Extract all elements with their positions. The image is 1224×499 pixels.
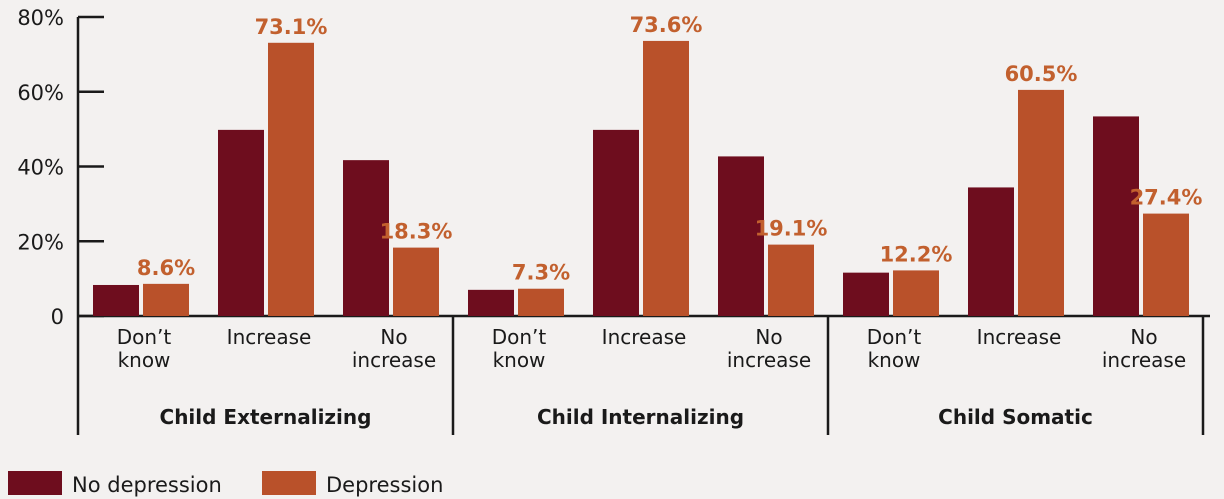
bar-depression — [893, 270, 939, 316]
bar-no-depression — [343, 160, 389, 316]
category-label: No — [380, 325, 407, 349]
category-label: Don’t — [492, 325, 547, 349]
category-label: Increase — [227, 325, 312, 349]
bar-depression — [768, 244, 814, 316]
bar-depression — [643, 40, 689, 317]
bar-depression — [268, 42, 314, 316]
bar-no-depression — [93, 284, 139, 316]
bar-no-depression — [843, 272, 889, 316]
category-label: Don’t — [117, 325, 172, 349]
category-label: know — [868, 348, 921, 372]
category-label: know — [118, 348, 171, 372]
legend-swatch — [262, 471, 316, 495]
category-label: No — [1130, 325, 1157, 349]
data-label: 19.1% — [755, 217, 828, 241]
legend-swatch — [8, 471, 62, 495]
data-label: 8.6% — [137, 256, 195, 280]
legend: No depression Depression — [8, 471, 443, 497]
bar-depression — [518, 288, 564, 316]
bar-no-depression — [468, 289, 514, 316]
bar-no-depression — [1093, 116, 1139, 316]
category-label: Increase — [602, 325, 687, 349]
bar-no-depression — [593, 129, 639, 316]
bar-no-depression — [968, 187, 1014, 316]
category-label: increase — [1102, 348, 1186, 372]
data-label: 27.4% — [1130, 186, 1203, 210]
category-label: Don’t — [867, 325, 922, 349]
data-labels: 8.6% 73.1% 18.3% 7.3% 73.6% 19.1% 12.2% 60.5% 27… — [137, 13, 1203, 285]
bar-depression — [393, 247, 439, 316]
group-label: Child Externalizing — [160, 405, 372, 429]
bar-depression — [1018, 89, 1064, 316]
data-label: 18.3% — [380, 220, 453, 244]
y-tick-label: 80% — [17, 6, 64, 30]
data-label: 73.6% — [630, 13, 703, 37]
data-label: 7.3% — [512, 261, 570, 285]
data-label: 73.1% — [255, 15, 328, 39]
bar-depression — [1143, 213, 1189, 316]
y-tick-label: 40% — [17, 156, 64, 180]
bars — [93, 40, 1189, 317]
y-tick-label: 60% — [17, 81, 64, 105]
data-label: 12.2% — [880, 242, 953, 266]
group-label: Child Internalizing — [537, 405, 744, 429]
category-label: increase — [352, 348, 436, 372]
data-label: 60.5% — [1005, 62, 1078, 86]
legend-label: Depression — [326, 473, 443, 497]
category-label: Increase — [977, 325, 1062, 349]
group-label: Child Somatic — [938, 405, 1093, 429]
category-label: increase — [727, 348, 811, 372]
bar-depression — [143, 283, 189, 316]
y-tick-label: 0 — [51, 305, 64, 329]
category-label: No — [755, 325, 782, 349]
legend-label: No depression — [72, 473, 222, 497]
bar-no-depression — [718, 156, 764, 316]
bar-no-depression — [218, 129, 264, 316]
y-tick-label: 20% — [17, 230, 64, 254]
category-label: know — [493, 348, 546, 372]
